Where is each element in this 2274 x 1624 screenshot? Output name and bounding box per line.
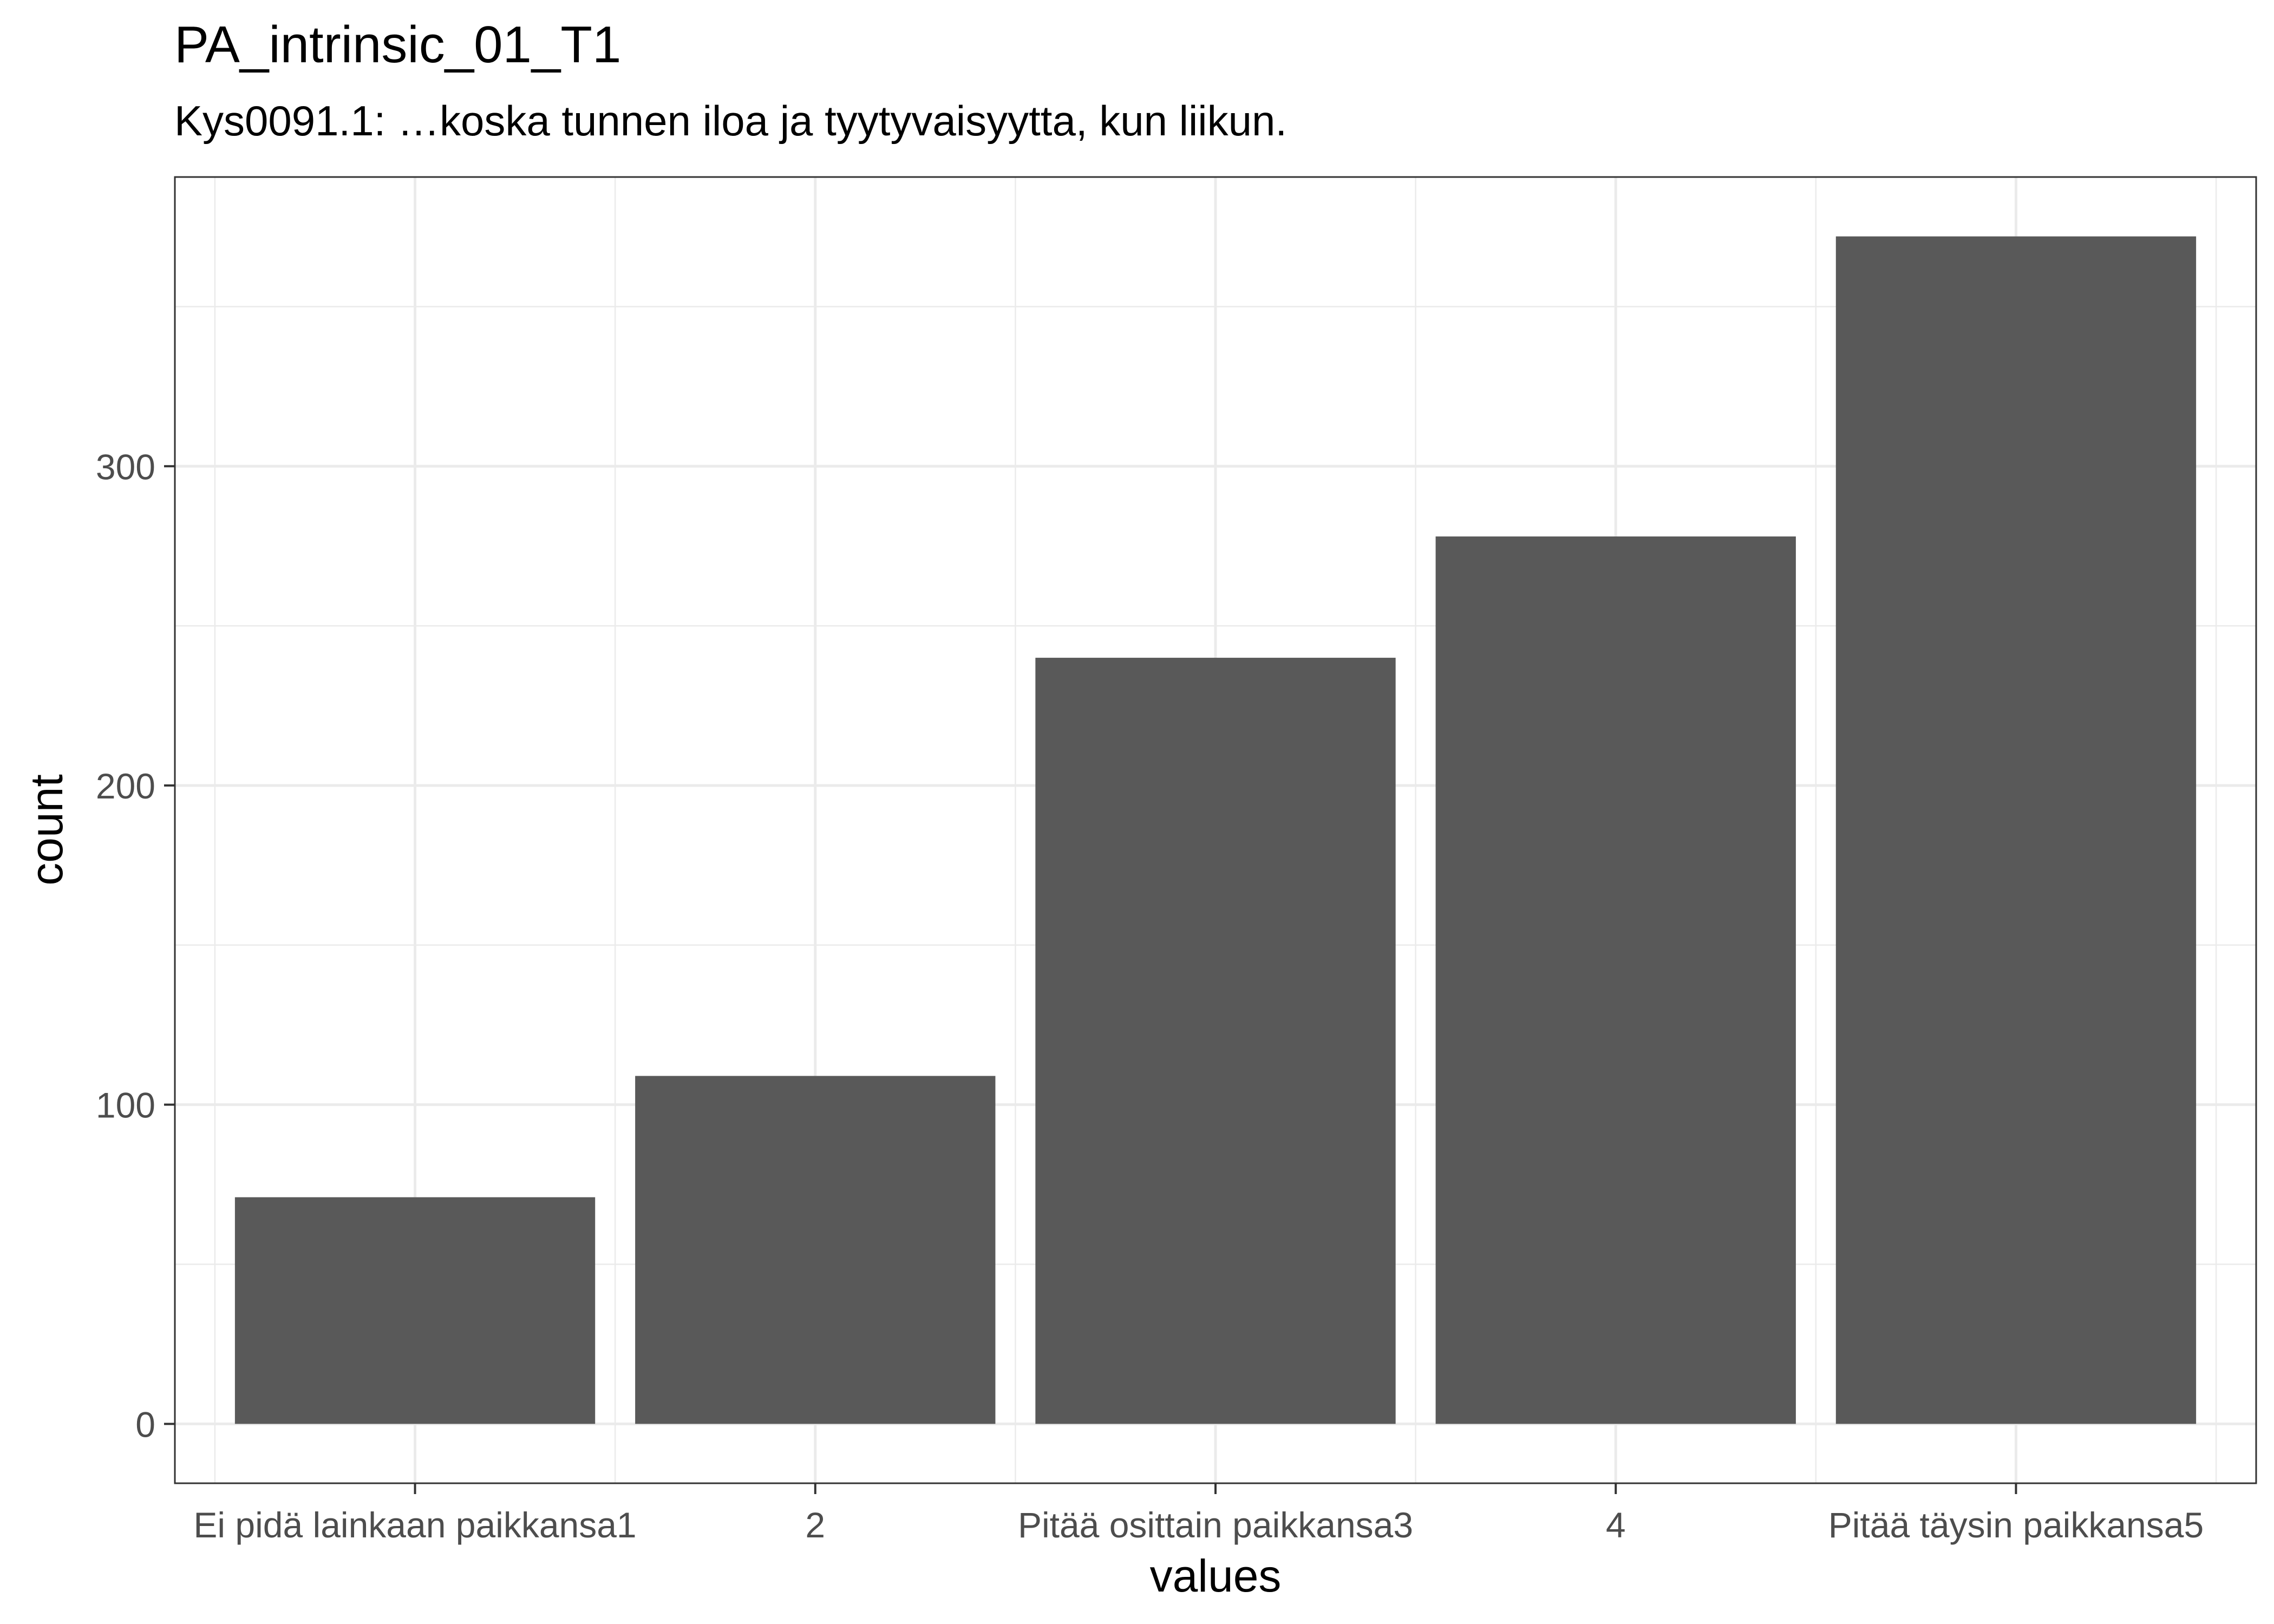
y-tick-label: 100 xyxy=(96,1085,155,1125)
bar-3 xyxy=(1035,658,1396,1424)
x-tick-label: Ei pidä lainkaan paikkansa1 xyxy=(193,1505,636,1545)
y-axis-title: count xyxy=(21,774,72,886)
y-tick-label: 0 xyxy=(135,1404,155,1444)
x-tick-label: Pitää täysin paikkansa5 xyxy=(1828,1505,2204,1545)
bar-5 xyxy=(1835,236,2197,1424)
x-tick-label: 2 xyxy=(805,1505,825,1545)
bar-2 xyxy=(635,1076,996,1424)
bar-4 xyxy=(1435,536,1796,1424)
bars xyxy=(234,236,2197,1424)
chart-subtitle: Kys0091.1: …koska tunnen iloa ja tyytyva… xyxy=(174,97,1287,145)
y-tick-label: 200 xyxy=(96,766,155,806)
axes: 0 100 200 300 Ei pidä lainkaan paikkansa1 2 Pi… xyxy=(96,447,2204,1545)
y-tick-label: 300 xyxy=(96,447,155,487)
x-tick-label: 4 xyxy=(1606,1505,1626,1545)
x-axis-title: values xyxy=(1150,1550,1282,1601)
chart-title: PA_intrinsic_01_T1 xyxy=(174,16,621,74)
bar-1 xyxy=(234,1197,596,1424)
x-tick-label: Pitää osittain paikkansa3 xyxy=(1018,1505,1413,1545)
